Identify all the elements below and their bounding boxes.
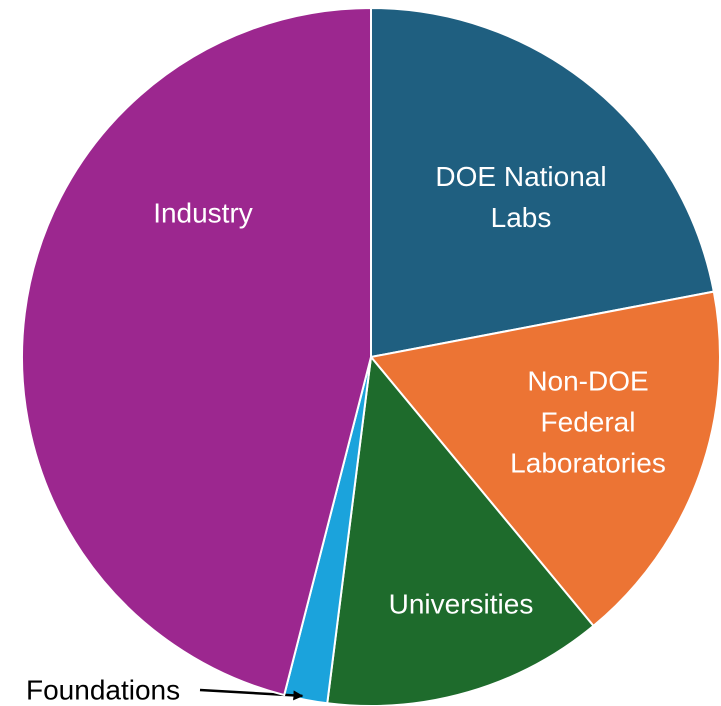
pie-slice bbox=[21, 6, 372, 697]
pie-slice bbox=[369, 290, 721, 628]
slice-label: DOE National Labs bbox=[435, 161, 607, 233]
slice-label: Industry bbox=[153, 197, 253, 229]
slice-label: Non-DOE Federal Laboratories bbox=[510, 365, 666, 479]
slice-label: Universities bbox=[388, 588, 534, 620]
pie-slice bbox=[370, 6, 715, 359]
callout-arrow bbox=[199, 688, 304, 701]
slice-label: Foundations bbox=[26, 674, 181, 706]
